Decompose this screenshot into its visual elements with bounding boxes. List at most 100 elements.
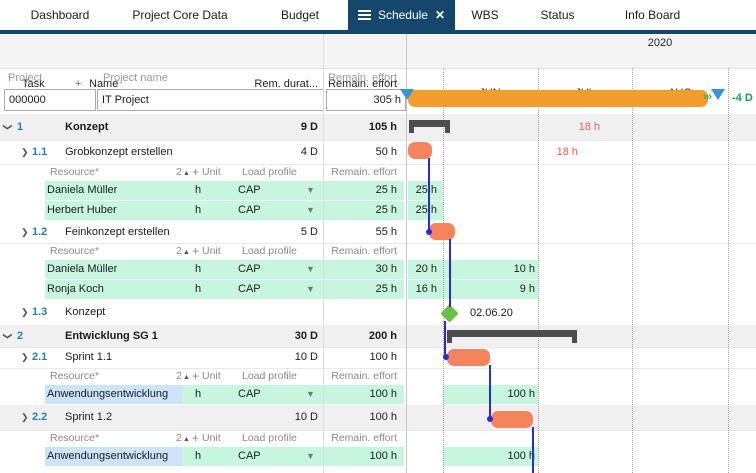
effort-col-header: Remain. effort xyxy=(331,432,397,444)
expand-icon[interactable]: ❯ xyxy=(21,307,29,317)
resource-effort[interactable]: 30 h xyxy=(375,263,397,275)
tab-wbs[interactable]: WBS xyxy=(471,8,499,22)
tab-bar: Dashboard Project Core Data Budget Sched… xyxy=(0,0,756,30)
expand-icon[interactable]: ❯ xyxy=(21,352,29,362)
dependency-connector xyxy=(449,239,451,307)
resource-name[interactable]: Daniela Müller xyxy=(47,263,118,275)
resource-effort[interactable]: 100 h xyxy=(369,388,397,400)
task-name: Grobkonzept erstellen xyxy=(65,146,173,158)
chevron-down-icon[interactable]: ▼ xyxy=(306,389,315,399)
resource-effort[interactable]: 25 h xyxy=(375,204,397,216)
add-resource-icon[interactable]: + xyxy=(192,244,200,258)
resource-row-bg xyxy=(45,260,404,279)
buffer-chevrons-icon: ››› xyxy=(703,91,712,103)
gantt-summary-bar-2[interactable] xyxy=(447,330,577,343)
sort-indicator[interactable]: 2 xyxy=(176,370,182,382)
close-icon[interactable]: ✕ xyxy=(434,8,446,22)
month-gridline xyxy=(632,68,633,473)
gantt-bar-2-2[interactable] xyxy=(491,411,533,428)
hamburger-icon[interactable] xyxy=(357,8,371,22)
resource-period-bg xyxy=(443,447,538,466)
sort-indicator[interactable]: 2 xyxy=(176,245,182,257)
gantt-summary-bar-1[interactable] xyxy=(409,120,450,133)
dependency-connector xyxy=(489,365,491,420)
resource-effort[interactable]: 25 h xyxy=(375,184,397,196)
tab-dashboard[interactable]: Dashboard xyxy=(30,8,90,22)
resource-unit: h xyxy=(195,388,202,400)
load-profile-select[interactable]: CAP xyxy=(238,283,261,295)
tab-schedule[interactable]: Schedule ✕ xyxy=(348,0,455,30)
task-duration: 9 D xyxy=(300,121,318,133)
resource-effort[interactable]: 100 h xyxy=(369,450,397,462)
effort-col-header: Remain. effort xyxy=(331,245,397,257)
project-effort-input[interactable]: 305 h xyxy=(326,89,406,111)
resource-col-header: Resource* xyxy=(50,432,100,444)
col-header-name[interactable]: Name xyxy=(89,78,119,90)
tab-info-board[interactable]: Info Board xyxy=(624,8,681,22)
resource-name[interactable]: Anwendungsentwicklung xyxy=(47,450,169,462)
sort-indicator[interactable]: 2 xyxy=(176,166,182,178)
col-header-duration[interactable]: Rem. durat... xyxy=(254,78,318,90)
task-name: Sprint 1.2 xyxy=(65,411,113,423)
task-name: Feinkonzept erstellen xyxy=(65,226,170,238)
resource-row: Herbert Huber h CAP ▼ 25 h 25 h xyxy=(0,201,756,221)
sort-indicator[interactable]: 2 xyxy=(176,432,182,444)
project-name-input[interactable]: IT Project xyxy=(97,89,324,111)
chevron-down-icon[interactable]: ▼ xyxy=(306,205,315,215)
dependency-connector xyxy=(444,321,446,357)
effort-col-header: Remain. effort xyxy=(331,370,397,382)
team-resource-bg xyxy=(45,447,182,466)
resource-row-bg xyxy=(45,280,404,299)
chevron-down-icon[interactable]: ▼ xyxy=(306,185,315,195)
gantt-bar-1-2[interactable] xyxy=(429,223,455,240)
collapse-icon[interactable]: ❯ xyxy=(2,332,13,340)
load-profile-select[interactable]: CAP xyxy=(238,184,261,196)
add-resource-icon[interactable]: + xyxy=(192,431,200,445)
tab-schedule-label: Schedule xyxy=(377,8,428,22)
resource-effort[interactable]: 25 h xyxy=(375,283,397,295)
column-divider[interactable] xyxy=(323,34,324,473)
tab-budget[interactable]: Budget xyxy=(280,8,320,22)
resource-col-header: Resource* xyxy=(50,245,100,257)
resource-unit: h xyxy=(195,263,202,275)
resource-unit: h xyxy=(195,450,202,462)
table-chart-divider[interactable] xyxy=(406,34,407,473)
gantt-bar-1-1[interactable] xyxy=(408,142,432,159)
task-duration: 10 D xyxy=(294,351,318,363)
table-row: ❯ 1.1 Grobkonzept erstellen 4 D 50 h xyxy=(0,140,756,165)
resource-header-row: Resource* 2 ▲ + Unit Load profile Remain… xyxy=(0,430,756,447)
resource-row: Daniela Müller h CAP ▼ 25 h 25 h xyxy=(0,181,756,201)
resource-name[interactable]: Herbert Huber xyxy=(47,204,117,216)
chevron-down-icon[interactable]: ▼ xyxy=(306,264,315,274)
load-profile-select[interactable]: CAP xyxy=(238,263,261,275)
resource-name[interactable]: Ronja Koch xyxy=(47,283,104,295)
period-effort: 100 h xyxy=(507,388,535,400)
add-resource-icon[interactable]: + xyxy=(192,165,200,179)
task-name: Sprint 1.1 xyxy=(65,351,113,363)
gantt-bar-2-1[interactable] xyxy=(447,349,490,366)
expand-icon[interactable]: ❯ xyxy=(21,412,29,422)
expand-icon[interactable]: ❯ xyxy=(21,227,29,237)
load-profile-col-header: Load profile xyxy=(242,370,297,382)
load-profile-col-header: Load profile xyxy=(242,432,297,444)
resource-name[interactable]: Daniela Müller xyxy=(47,184,118,196)
col-header-effort[interactable]: Remain. effort xyxy=(328,78,397,90)
chevron-down-icon[interactable]: ▼ xyxy=(306,284,315,294)
timescale-year: 2020 xyxy=(647,37,673,49)
expand-icon[interactable]: ❯ xyxy=(21,147,29,157)
project-id-input[interactable]: 000000 xyxy=(4,89,96,111)
tab-project-core-data[interactable]: Project Core Data xyxy=(132,8,228,22)
col-header-task[interactable]: Task xyxy=(22,78,45,90)
task-id: 1.1 xyxy=(32,146,48,158)
add-column-icon[interactable]: + xyxy=(75,78,82,90)
gantt-bar-project[interactable] xyxy=(408,90,708,107)
chevron-down-icon[interactable]: ▼ xyxy=(306,451,315,461)
load-profile-select[interactable]: CAP xyxy=(238,450,261,462)
load-profile-select[interactable]: CAP xyxy=(238,204,261,216)
add-resource-icon[interactable]: + xyxy=(192,369,200,383)
resource-unit: h xyxy=(195,283,202,295)
tab-status[interactable]: Status xyxy=(540,8,575,22)
resource-row: Anwendungsentwicklung h CAP ▼ 100 h 100 … xyxy=(0,447,756,467)
resource-name[interactable]: Anwendungsentwicklung xyxy=(47,388,169,400)
load-profile-select[interactable]: CAP xyxy=(238,388,261,400)
